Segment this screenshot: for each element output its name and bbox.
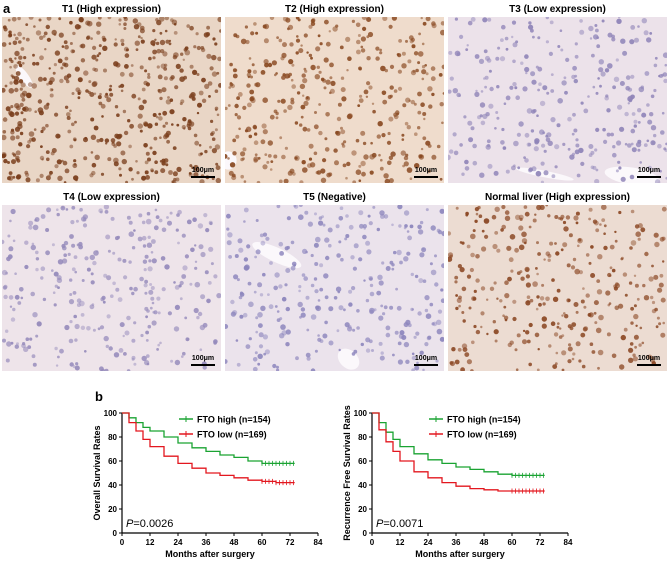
- scale-bar: 100μm: [191, 355, 215, 366]
- scale-bar: 100μm: [637, 167, 661, 178]
- x-tick-label: 48: [230, 538, 239, 547]
- scale-bar-label: 100μm: [191, 355, 215, 362]
- y-tick-label: 80: [108, 433, 117, 442]
- x-tick-label: 12: [146, 538, 155, 547]
- micrograph-tile: T5 (Negative) 100μm: [225, 192, 444, 371]
- micrograph-title: T1 (High expression): [62, 4, 161, 15]
- x-tick-label: 84: [564, 538, 573, 547]
- p-symbol: P: [126, 518, 134, 530]
- x-tick-label: 0: [370, 538, 375, 547]
- km-curve-high: [372, 412, 545, 477]
- x-tick-label: 24: [174, 538, 183, 547]
- p-value: P=0.0071: [376, 518, 423, 530]
- micrograph-image: [448, 205, 667, 371]
- x-tick-label: 24: [424, 538, 433, 547]
- recurrence-free-survival-plot: 0 20 40 60 80 100 0 12 24 36 48 60 72 84 Months after …: [342, 405, 573, 559]
- micrograph-image: [225, 17, 444, 183]
- scale-bar-line: [191, 176, 215, 178]
- y-axis-label: Overall Survival Rates: [92, 425, 102, 520]
- y-tick-label: 20: [108, 505, 117, 514]
- scale-bar: 100μm: [414, 355, 438, 366]
- y-tick-label: 0: [113, 529, 118, 538]
- micrograph-tile: T3 (Low expression) 100μm: [448, 4, 667, 183]
- x-axis-label: Months after surgery: [415, 549, 505, 559]
- legend-label-low: FTO low (n=169): [197, 430, 267, 440]
- micrograph-title: T2 (High expression): [285, 4, 384, 15]
- x-tick-label: 60: [258, 538, 267, 547]
- km-curve-low: [122, 412, 295, 484]
- legend-label-low: FTO low (n=169): [447, 430, 517, 440]
- micrograph-title: Normal liver (High expression): [484, 192, 631, 203]
- scale-bar-label: 100μm: [414, 355, 438, 362]
- y-tick-label: 20: [358, 505, 367, 514]
- legend-label-high: FTO high (n=154): [197, 415, 271, 425]
- x-tick-label: 36: [202, 538, 211, 547]
- x-tick-label: 60: [508, 538, 517, 547]
- micrograph-title: T3 (Low expression): [509, 4, 606, 15]
- y-tick-label: 60: [358, 457, 367, 466]
- y-tick-label: 60: [108, 457, 117, 466]
- scale-bar-line: [637, 176, 661, 178]
- x-tick-label: 0: [120, 538, 125, 547]
- p-symbol: P: [376, 518, 384, 530]
- scale-bar: 100μm: [414, 167, 438, 178]
- km-curve-low: [372, 412, 545, 492]
- x-tick-label: 12: [396, 538, 405, 547]
- micrograph-tile: T1 (High expression) 100μm: [2, 4, 221, 183]
- scale-bar-label: 100μm: [191, 167, 215, 174]
- y-tick-label: 100: [354, 409, 368, 418]
- x-tick-label: 72: [286, 538, 295, 547]
- panel-a-label: a: [3, 1, 11, 16]
- legend-label-high: FTO high (n=154): [447, 415, 521, 425]
- y-tick-label: 40: [108, 481, 117, 490]
- recurrence-free-survival-chart: 0 20 40 60 80 100 0 12 24 36 48 60 72 84 Months after …: [340, 402, 590, 562]
- micrograph-title: T4 (Low expression): [63, 192, 160, 203]
- overall-survival-chart: 0 20 40 60 80 100 0 12 24 36 48 60 72 84 Months after …: [90, 402, 340, 562]
- x-tick-label: 48: [480, 538, 489, 547]
- scale-bar-line: [414, 176, 438, 178]
- micrograph-image: [448, 17, 667, 183]
- scale-bar: 100μm: [637, 355, 661, 366]
- scale-bar-line: [637, 364, 661, 366]
- p-value-number: =0.0026: [133, 518, 173, 530]
- scale-bar-line: [414, 364, 438, 366]
- y-tick-label: 100: [104, 409, 118, 418]
- p-value: P=0.0026: [126, 518, 173, 530]
- micrograph-tile: T2 (High expression) 100μm: [225, 4, 444, 183]
- micrograph-tile: T4 (Low expression) 100μm: [2, 192, 221, 371]
- overall-survival-plot: 0 20 40 60 80 100 0 12 24 36 48 60 72 84 Months after …: [92, 409, 323, 559]
- km-curve-high: [122, 412, 295, 465]
- x-tick-label: 72: [536, 538, 545, 547]
- micrograph-image: [225, 205, 444, 371]
- scale-bar-label: 100μm: [637, 167, 661, 174]
- micrograph-title: T5 (Negative): [303, 192, 366, 203]
- scale-bar-label: 100μm: [414, 167, 438, 174]
- micrograph-image: [2, 17, 221, 183]
- y-tick-label: 0: [363, 529, 368, 538]
- micrograph-tile: Normal liver (High expression) 100μm: [448, 192, 667, 371]
- y-axis-label: Recurrence Free Survival Rates: [342, 405, 352, 541]
- scale-bar-label: 100μm: [637, 355, 661, 362]
- x-axis-label: Months after surgery: [165, 549, 255, 559]
- scale-bar-line: [191, 364, 215, 366]
- x-tick-label: 84: [314, 538, 323, 547]
- scale-bar: 100μm: [191, 167, 215, 178]
- p-value-number: =0.0071: [383, 518, 423, 530]
- panel-b-label: b: [95, 389, 103, 404]
- y-tick-label: 80: [358, 433, 367, 442]
- x-tick-label: 36: [452, 538, 461, 547]
- micrograph-image: [2, 205, 221, 371]
- y-tick-label: 40: [358, 481, 367, 490]
